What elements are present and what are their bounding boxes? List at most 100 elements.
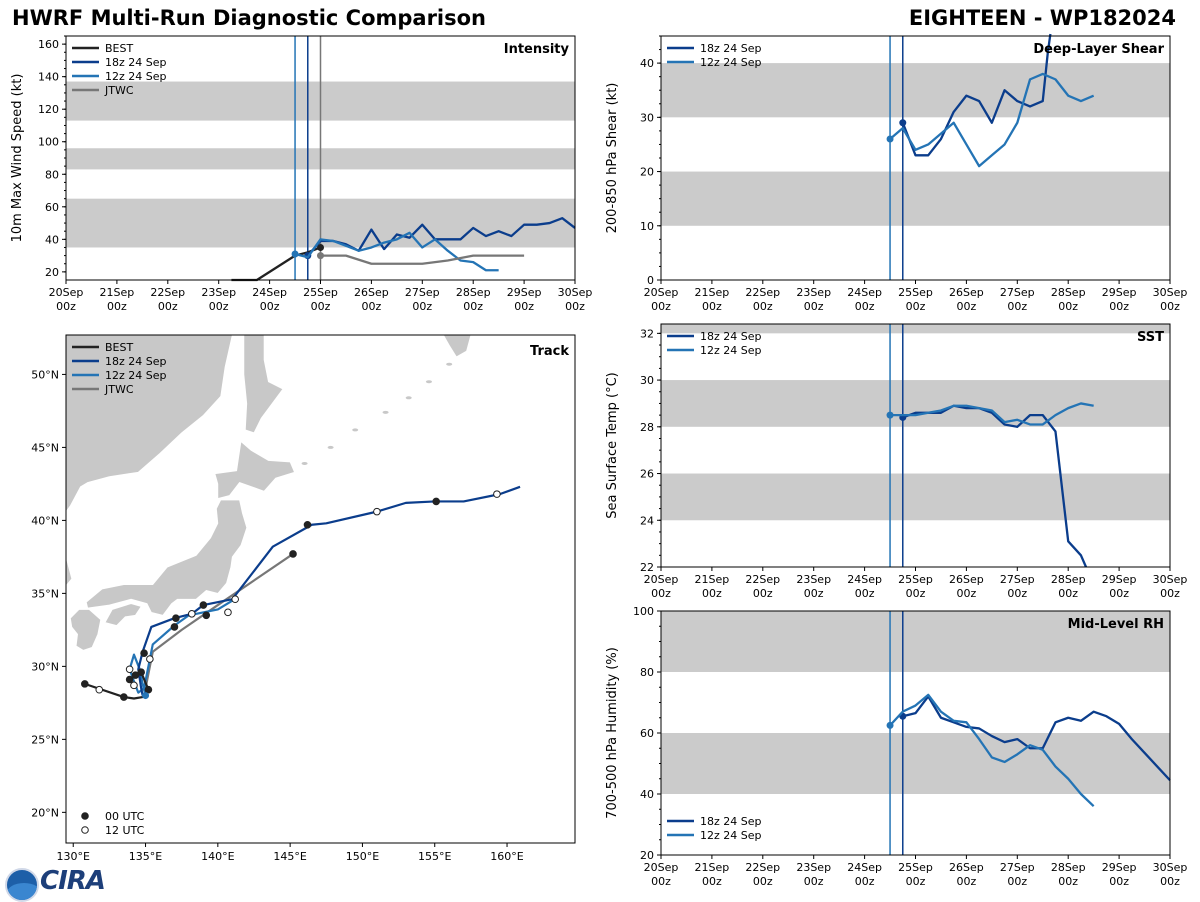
x-tick-label: 00z bbox=[957, 875, 977, 888]
x-tick-label: 30Sep bbox=[1153, 573, 1188, 586]
track-line-jtwc bbox=[144, 553, 294, 689]
x-tick-label: 00z bbox=[753, 587, 773, 600]
y-tick-label: 40°N bbox=[31, 514, 59, 527]
x-tick-label: 00z bbox=[906, 875, 926, 888]
position-12utc bbox=[373, 507, 381, 516]
position-00utc bbox=[131, 671, 140, 679]
x-tick-label: 29Sep bbox=[507, 286, 542, 299]
x-tick-label: 29Sep bbox=[1102, 573, 1137, 586]
position-00utc bbox=[202, 611, 211, 620]
x-tick-label: 00z bbox=[1160, 875, 1180, 888]
y-tick-label: 20 bbox=[45, 266, 59, 279]
storm-id-title: EIGHTEEN - WP182024 bbox=[908, 6, 1176, 30]
x-tick-label: 00z bbox=[311, 300, 331, 313]
series-line-18z-24-sep bbox=[901, 33, 1052, 157]
x-tick-label: 00z bbox=[651, 300, 671, 313]
y-axis-label: Sea Surface Temp (°C) bbox=[605, 372, 620, 519]
x-tick-label: 00z bbox=[565, 300, 585, 313]
x-tick-label: 00z bbox=[651, 875, 671, 888]
x-tick-label: 20Sep bbox=[644, 286, 679, 299]
legend-label: 12z 24 Sep bbox=[700, 344, 762, 357]
shikoku-land bbox=[104, 603, 142, 626]
y-axis-label: 200-850 hPa Shear (kt) bbox=[605, 83, 620, 234]
x-tick-label: 20Sep bbox=[49, 286, 84, 299]
x-tick-label: 25Sep bbox=[303, 286, 338, 299]
climatology-band bbox=[661, 171, 1170, 226]
honshu-land bbox=[85, 499, 248, 616]
position-00utc bbox=[199, 601, 208, 609]
x-tick-label: 28Sep bbox=[1051, 573, 1086, 586]
x-tick-label: 00z bbox=[1109, 587, 1129, 600]
x-tick-label: 23Sep bbox=[796, 861, 831, 874]
legend-label: 12z 24 Sep bbox=[700, 829, 762, 842]
x-tick-label: 23Sep bbox=[796, 573, 831, 586]
x-tick-label: 00z bbox=[804, 587, 824, 600]
y-tick-label: 140 bbox=[38, 71, 59, 84]
x-tick-label: 21Sep bbox=[100, 286, 135, 299]
y-tick-label: 40 bbox=[45, 233, 59, 246]
series-line-12z-24-sep bbox=[890, 402, 1094, 426]
position-00utc bbox=[137, 668, 145, 677]
x-tick-label: 22Sep bbox=[745, 286, 780, 299]
legend-label: 18z 24 Sep bbox=[700, 815, 762, 828]
panel-rh: 2040608010020Sep00z21Sep00z22Sep00z23Sep… bbox=[605, 605, 1187, 888]
y-tick-label: 45°N bbox=[31, 441, 59, 454]
x-tick-label: 150°E bbox=[346, 850, 379, 863]
x-tick-label: 22Sep bbox=[745, 861, 780, 874]
y-tick-label: 60 bbox=[45, 201, 59, 214]
plot-frame bbox=[65, 334, 576, 844]
x-tick-label: 140°E bbox=[201, 850, 234, 863]
position-12utc bbox=[125, 665, 134, 674]
x-tick-label: 22Sep bbox=[150, 286, 185, 299]
position-00utc bbox=[144, 685, 153, 694]
series-marker bbox=[886, 721, 894, 729]
y-tick-label: 26 bbox=[640, 468, 654, 481]
kuril-island bbox=[405, 396, 412, 400]
x-tick-label: 24Sep bbox=[847, 286, 882, 299]
climatology-band bbox=[661, 473, 1170, 521]
panel-title: SST bbox=[1137, 330, 1164, 345]
x-tick-label: 00z bbox=[1007, 587, 1027, 600]
x-tick-label: 00z bbox=[906, 587, 926, 600]
legend-label: BEST bbox=[105, 42, 133, 55]
kuril-island bbox=[301, 461, 308, 465]
cira-logo: CIRA bbox=[40, 866, 106, 896]
y-tick-label: 35°N bbox=[31, 587, 59, 600]
position-12utc bbox=[188, 610, 196, 618]
x-tick-label: 00z bbox=[209, 300, 229, 313]
y-tick-label: 25°N bbox=[31, 733, 59, 746]
x-tick-label: 00z bbox=[56, 300, 76, 313]
x-tick-label: 00z bbox=[107, 300, 127, 313]
series-line-12z-24-sep bbox=[889, 693, 1095, 808]
y-tick-label: 60 bbox=[640, 727, 654, 740]
x-tick-label: 00z bbox=[702, 587, 722, 600]
position-12utc bbox=[224, 608, 232, 617]
panel-shear: 01020304020Sep00z21Sep00z22Sep00z23Sep00… bbox=[605, 33, 1188, 313]
x-tick-label: 23Sep bbox=[796, 286, 831, 299]
mainland-land bbox=[66, 335, 233, 513]
land-layer bbox=[66, 335, 472, 651]
x-tick-label: 28Sep bbox=[1051, 286, 1086, 299]
y-axis-label: 700-500 hPa Humidity (%) bbox=[605, 647, 620, 819]
x-tick-label: 26Sep bbox=[949, 286, 984, 299]
y-tick-label: 0 bbox=[647, 274, 654, 287]
x-tick-label: 27Sep bbox=[1000, 286, 1035, 299]
x-tick-label: 00z bbox=[702, 300, 722, 313]
x-tick-label: 00z bbox=[1109, 300, 1129, 313]
x-tick-label: 00z bbox=[804, 300, 824, 313]
x-tick-label: 00z bbox=[957, 300, 977, 313]
legend-label: JTWC bbox=[104, 84, 134, 97]
x-tick-label: 155°E bbox=[418, 850, 451, 863]
x-tick-label: 20Sep bbox=[644, 573, 679, 586]
legend-label: 12z 24 Sep bbox=[105, 369, 167, 382]
x-tick-label: 26Sep bbox=[949, 573, 984, 586]
x-tick-label: 00z bbox=[412, 300, 432, 313]
x-tick-label: 29Sep bbox=[1102, 286, 1137, 299]
series-marker bbox=[886, 411, 894, 419]
x-tick-label: 30Sep bbox=[1153, 286, 1188, 299]
x-tick-label: 25Sep bbox=[898, 861, 933, 874]
init-position-marker bbox=[142, 692, 150, 700]
series-marker bbox=[899, 119, 907, 127]
x-tick-label: 27Sep bbox=[405, 286, 440, 299]
marker-legend-symbol bbox=[81, 826, 89, 834]
